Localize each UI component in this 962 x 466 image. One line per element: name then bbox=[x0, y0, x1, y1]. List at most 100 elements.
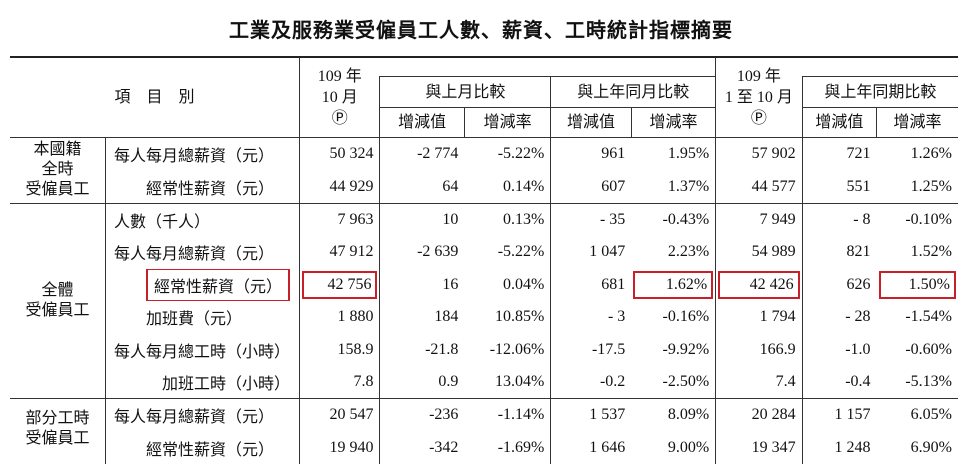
value-cell: - 35 bbox=[550, 202, 632, 237]
value: 44 577 bbox=[751, 177, 796, 195]
item-label: 經常性薪資（元） bbox=[104, 431, 300, 464]
value-cell: 626 bbox=[801, 268, 877, 301]
group-label-line: 受僱員工 bbox=[25, 430, 90, 448]
value: -0.2 bbox=[599, 372, 626, 390]
item-text: 每人每月總工時（小時） bbox=[114, 343, 291, 361]
value-cell: 10 bbox=[379, 202, 465, 237]
value-cell: 6.05% bbox=[876, 398, 958, 432]
item-label: 經常性薪資（元） bbox=[104, 268, 300, 301]
value-cell: 0.14% bbox=[464, 170, 550, 203]
value-cell: 10.85% bbox=[464, 301, 550, 333]
value: -12.06% bbox=[489, 340, 545, 358]
value-cell: 1.25% bbox=[877, 170, 958, 203]
value-cell: -5.22% bbox=[464, 138, 550, 171]
value: 1.52% bbox=[910, 243, 952, 261]
value-cell: 57 902 bbox=[715, 137, 803, 171]
value-cell: 20 547 bbox=[299, 398, 380, 432]
data-row: 部分工時 受僱員工 每人每月總薪資（元） 20 547 -236 -1.14% 1 537 8… bbox=[10, 398, 958, 464]
sub-header: 增減率 bbox=[630, 107, 716, 138]
group-label: 全體 受僱員工 bbox=[10, 202, 106, 399]
value: 2.23% bbox=[667, 243, 710, 261]
value: -0.4 bbox=[845, 372, 871, 390]
sub-header: 增減值 bbox=[550, 107, 632, 138]
current-header-line: 10 月 bbox=[321, 89, 358, 106]
value: 1 880 bbox=[337, 308, 374, 326]
value-cell: 42 426 bbox=[715, 268, 803, 301]
value-cell: 721 bbox=[801, 137, 877, 171]
value-cell: 19 940 bbox=[299, 431, 380, 464]
group-label-line: 受僱員工 bbox=[25, 181, 90, 199]
value: 681 bbox=[601, 275, 626, 293]
value: -0.60% bbox=[905, 340, 952, 358]
item-label: 每人每月總薪資（元） bbox=[104, 137, 300, 171]
value-cell: 8.09% bbox=[631, 398, 716, 432]
value: 13.04% bbox=[495, 372, 545, 390]
value-cell: 607 bbox=[550, 170, 632, 204]
cumulative-header: 109 年 1 至 10 月 Ⓟ bbox=[715, 56, 803, 138]
value-cell: 7 963 bbox=[299, 202, 380, 237]
value-cell: -0.2 bbox=[550, 365, 632, 399]
value: 0.9 bbox=[438, 372, 459, 390]
value: 7.8 bbox=[353, 372, 374, 390]
value-cell: 1.26% bbox=[877, 138, 958, 171]
value: 50 324 bbox=[329, 145, 374, 163]
value-cell: -1.14% bbox=[464, 398, 551, 432]
item-text: 人數（千人） bbox=[114, 213, 211, 231]
value-cell: 7.8 bbox=[299, 365, 380, 399]
value-cell: 54 989 bbox=[715, 236, 803, 269]
value: 626 bbox=[846, 275, 871, 293]
value: -1.0 bbox=[845, 340, 871, 358]
value: -1.54% bbox=[905, 308, 952, 326]
value-cell: 19 347 bbox=[715, 431, 803, 464]
current-header-line: Ⓟ bbox=[331, 110, 348, 127]
value: 20 547 bbox=[329, 406, 374, 424]
value: 607 bbox=[601, 177, 626, 195]
value-cell: 1 646 bbox=[550, 431, 632, 464]
data-row: 加班工時（小時） 7.8 0.9 13.04% -0.2 -2.50% 7.4 -0.4 -5.… bbox=[10, 365, 958, 399]
value: -9.92% bbox=[662, 340, 710, 358]
item-header-text: 項 目 別 bbox=[114, 89, 195, 106]
data-row: 經常性薪資（元） 42 756 16 0.04% 681 1.62% 42 426 626 1.… bbox=[10, 268, 958, 301]
cumulative-header-line: 109 年 bbox=[736, 68, 781, 85]
group-label-line: 全時 bbox=[41, 161, 74, 179]
value-cell: 0.04% bbox=[464, 269, 550, 301]
value-cell: 6.90% bbox=[877, 432, 958, 464]
value-cell: 1.62% bbox=[631, 269, 715, 301]
value: 54 989 bbox=[751, 243, 796, 261]
value-cell: -0.60% bbox=[877, 333, 958, 365]
value: 184 bbox=[434, 308, 459, 326]
value: -5.22% bbox=[497, 145, 545, 163]
group-label-line: 全體 bbox=[41, 281, 74, 299]
header-row: 項 目 別 109 年 10 月 Ⓟ 109 年 1 至 10 月 Ⓟ bbox=[10, 56, 958, 138]
value: 47 912 bbox=[329, 243, 374, 261]
item-label: 加班費（元） bbox=[104, 300, 300, 334]
item-label: 加班工時（小時） bbox=[104, 365, 300, 399]
value-cell: 1.50% bbox=[877, 269, 958, 301]
highlighted-value: 1.50% bbox=[878, 270, 956, 299]
value-cell: 1 047 bbox=[550, 236, 632, 269]
value-cell: 1.37% bbox=[631, 170, 715, 203]
item-label: 每人每月總工時（小時） bbox=[104, 333, 300, 366]
data-row: 每人每月總薪資（元） 47 912 -2 639 -5.22% 1 047 2.23% 54… bbox=[10, 236, 958, 269]
value-cell: 9.00% bbox=[631, 432, 715, 464]
value-cell: 961 bbox=[550, 137, 632, 171]
value-cell: 42 756 bbox=[299, 268, 380, 301]
value: 64 bbox=[442, 177, 459, 195]
value: -0.10% bbox=[905, 210, 952, 228]
value-cell: 551 bbox=[801, 170, 877, 204]
title: 工業及服務業受僱員工人數、薪資、工時統計指標摘要 bbox=[229, 20, 733, 42]
value: -2 639 bbox=[417, 243, 459, 261]
value: 7 963 bbox=[337, 210, 374, 228]
value: 20 284 bbox=[751, 406, 796, 424]
value: -5.13% bbox=[905, 372, 952, 390]
value-cell: -2 774 bbox=[379, 137, 465, 171]
value: 1 047 bbox=[589, 243, 626, 261]
item-text: 加班費（元） bbox=[146, 311, 243, 329]
value: 19 347 bbox=[751, 438, 796, 456]
value: 721 bbox=[846, 145, 871, 163]
value-cell: 1 794 bbox=[715, 300, 803, 334]
item-text: 經常性薪資（元） bbox=[146, 441, 275, 459]
value: 57 902 bbox=[751, 145, 796, 163]
value-cell: - 28 bbox=[801, 300, 877, 334]
value: -1.69% bbox=[497, 438, 545, 456]
